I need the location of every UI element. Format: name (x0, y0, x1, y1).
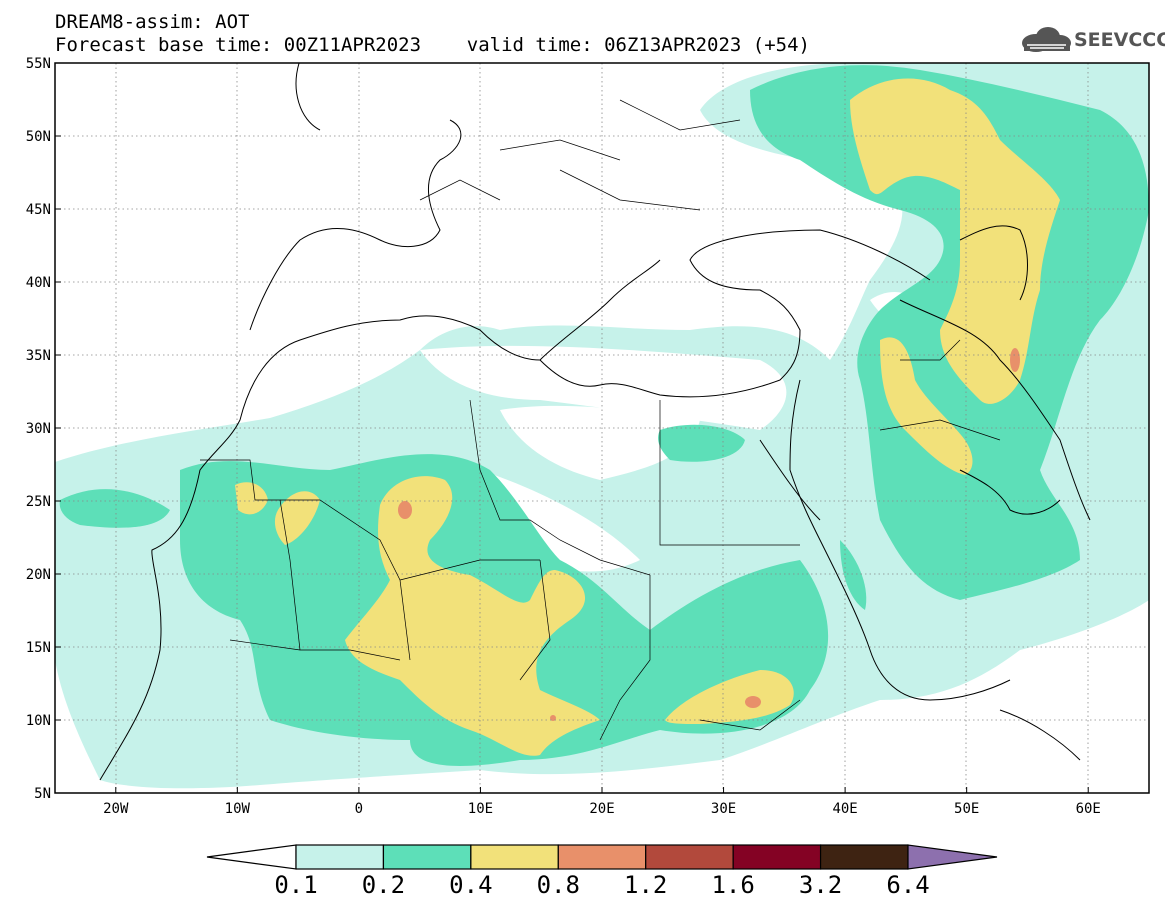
lon-tick-label: 40E (832, 801, 857, 817)
lon-tick-label: 30E (711, 801, 736, 817)
lon-tick-label: 60E (1076, 801, 1101, 817)
colorbar-box (382, 844, 472, 870)
cloud-icon (1022, 27, 1071, 52)
coastlines (99, 63, 1091, 781)
lat-tick-label: 10N (26, 713, 51, 729)
lat-tick-label: 5N (34, 786, 51, 802)
aot-contours (55, 63, 1149, 793)
lon-tick-label: 0 (355, 801, 363, 817)
lat-tick-label: 20N (26, 567, 51, 583)
chart-title: DREAM8-assim: AOT (55, 11, 250, 33)
colorbar-level-label: 0.8 (537, 871, 580, 899)
lat-tick-label: 35N (26, 348, 51, 364)
lat-tick-label: 55N (26, 56, 51, 72)
lat-tick-label: 50N (26, 129, 51, 145)
colorbar-level-label: 3.2 (799, 871, 842, 899)
colorbar-level-label: 6.4 (886, 871, 929, 899)
map-grid (55, 63, 1149, 793)
colorbar-box (732, 844, 822, 870)
lon-labels: 20W 10W 0 10E 20E 30E 40E 50E 60E (103, 787, 1101, 817)
colorbar-under-arrow (206, 844, 297, 870)
lat-tick-label: 15N (26, 640, 51, 656)
colorbar-box (819, 844, 909, 870)
colorbar-level-label: 1.6 (711, 871, 754, 899)
aot-level-0.4 (235, 78, 1060, 756)
lat-tick-label: 25N (26, 494, 51, 510)
logo-text: SEEVCCC (1074, 29, 1165, 51)
lon-tick-label: 50E (954, 801, 979, 817)
colorbar: 0.1 0.2 0.4 0.8 1.2 1.6 3.2 6.4 (206, 844, 998, 899)
lat-tick-label: 45N (26, 202, 51, 218)
country-borders (200, 99, 1001, 741)
colorbar-box (557, 844, 647, 870)
forecast-time-line: Forecast base time: 00Z11APR2023 valid t… (55, 34, 810, 56)
lon-tick-label: 20E (589, 801, 614, 817)
colorbar-box (470, 844, 559, 870)
lon-tick-label: 20W (103, 801, 129, 817)
colorbar-over-arrow (907, 844, 998, 870)
colorbar-box (295, 844, 385, 870)
lon-tick-label: 10W (225, 801, 251, 817)
lat-labels: 5N 10N 15N 20N 25N 30N 35N 40N 45N 50N 55N (26, 56, 61, 802)
colorbar-level-label: 0.4 (449, 871, 492, 899)
colorbar-level-label: 0.2 (362, 871, 405, 899)
colorbar-level-label: 0.1 (274, 871, 317, 899)
lon-tick-label: 10E (468, 801, 493, 817)
colorbar-level-label: 1.2 (624, 871, 667, 899)
aot-level-0.8 (398, 348, 1020, 721)
seevccc-logo: SEEVCCC (1018, 24, 1165, 56)
lat-tick-label: 40N (26, 275, 51, 291)
colorbar-box (645, 844, 734, 870)
lat-tick-label: 30N (26, 421, 51, 437)
